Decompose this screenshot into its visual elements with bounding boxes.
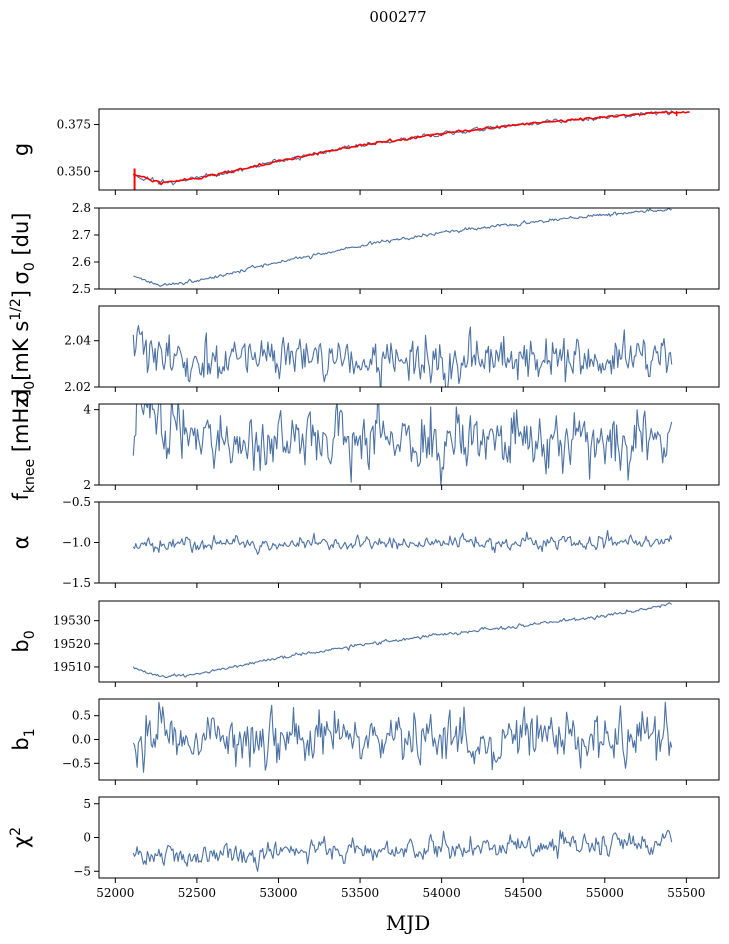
y-tick-label: 0.0 bbox=[72, 733, 91, 747]
x-tick-label: 52000 bbox=[96, 886, 134, 900]
axes-frame-alpha bbox=[98, 501, 720, 584]
x-axis-label: MJD bbox=[386, 911, 431, 935]
y-tick-label: −0.5 bbox=[62, 495, 91, 509]
y-axis-label-chisq: χ2 bbox=[8, 827, 33, 848]
panel-b1: −0.5 0.0 0.5 b1 bbox=[9, 698, 720, 785]
y-tick-label: 0 bbox=[83, 831, 91, 845]
x-tick-label: 53500 bbox=[341, 886, 379, 900]
series-line-alpha bbox=[132, 529, 673, 555]
y-tick-label: 2 bbox=[83, 478, 91, 492]
axes-frame-sigma0 bbox=[98, 207, 720, 290]
y-tick-label: 19530 bbox=[53, 614, 91, 628]
x-tick-label: 55000 bbox=[586, 886, 624, 900]
y-axis-label-sigma0-mk: σ0[mK s1/2] bbox=[8, 290, 38, 403]
x-tick-label: 53000 bbox=[259, 886, 297, 900]
y-tick-label: 19510 bbox=[53, 660, 91, 674]
series-line-fknee bbox=[132, 404, 673, 485]
y-tick-label: 19520 bbox=[53, 637, 91, 651]
axes-frame-b0 bbox=[98, 600, 720, 683]
series-line-sigma0-mk bbox=[132, 324, 673, 387]
axes-frame-sigma0-mk bbox=[98, 305, 720, 388]
y-axis-label-b1: b1 bbox=[9, 728, 38, 750]
axes-frame-fknee bbox=[98, 403, 720, 486]
y-tick-label: −0.5 bbox=[62, 756, 91, 770]
panel-b0: 19510 19520 19530 b0 bbox=[9, 600, 720, 687]
y-tick-label: −1.0 bbox=[62, 536, 91, 550]
x-tick-label: 55500 bbox=[667, 886, 705, 900]
y-tick-label: 2.8 bbox=[72, 201, 91, 215]
y-tick-label: 2.7 bbox=[72, 228, 91, 242]
y-tick-label: 0.350 bbox=[57, 164, 91, 178]
panel-alpha: −1.5 −1.0 −0.5 α bbox=[9, 495, 720, 590]
panel-sigma0: 2.5 2.6 2.7 2.8 σ0 [du] bbox=[9, 201, 720, 296]
y-tick-label: −1.5 bbox=[62, 576, 91, 590]
y-tick-label: 2.04 bbox=[64, 334, 91, 348]
panel-fknee: 2 4 fknee [mHz] bbox=[9, 389, 720, 501]
y-axis-label-fknee: fknee [mHz] bbox=[9, 389, 38, 501]
y-tick-label: 2.6 bbox=[72, 255, 91, 269]
panel-g: 0.350 0.375 g bbox=[9, 108, 720, 195]
y-tick-label: 4 bbox=[83, 403, 91, 417]
series-line-b1 bbox=[132, 701, 673, 773]
axes-frame-g bbox=[98, 108, 720, 191]
series-line-b0 bbox=[132, 602, 673, 679]
fit-line-g bbox=[132, 110, 690, 186]
y-axis-label-alpha: α bbox=[9, 536, 33, 550]
x-tick-label: 54500 bbox=[504, 886, 542, 900]
panel-sigma0-mk: 2.02 2.04 σ0[mK s1/2] bbox=[8, 290, 720, 403]
y-tick-label: 5 bbox=[83, 797, 91, 811]
series-line-g bbox=[132, 110, 673, 186]
x-tick-label: 52500 bbox=[178, 886, 216, 900]
y-tick-label: 2.5 bbox=[72, 282, 91, 296]
y-tick-label: 0.375 bbox=[57, 118, 91, 132]
y-axis-label-sigma0: σ0 [du] bbox=[9, 213, 38, 285]
y-axis-label-b0: b0 bbox=[9, 630, 38, 652]
x-tick-label: 54000 bbox=[423, 886, 461, 900]
y-tick-label: 2.02 bbox=[64, 380, 91, 394]
panel-chisq: 52000 52500 53000 53500 54000 54500 55000 55500… bbox=[8, 796, 720, 900]
panels: 0.350 0.375 g 2.5 2.6 2.7 2.8 σ0 [du] 2.02 2.04 σ0… bbox=[8, 108, 720, 900]
figure-title: 000277 bbox=[369, 8, 426, 26]
y-axis-label-g: g bbox=[9, 143, 33, 156]
series-line-chisq bbox=[132, 829, 673, 872]
series-line-sigma0 bbox=[133, 208, 672, 287]
axes-frame-chisq bbox=[98, 796, 720, 879]
y-tick-label: 0.5 bbox=[72, 709, 91, 723]
y-tick-label: −5 bbox=[73, 864, 91, 878]
